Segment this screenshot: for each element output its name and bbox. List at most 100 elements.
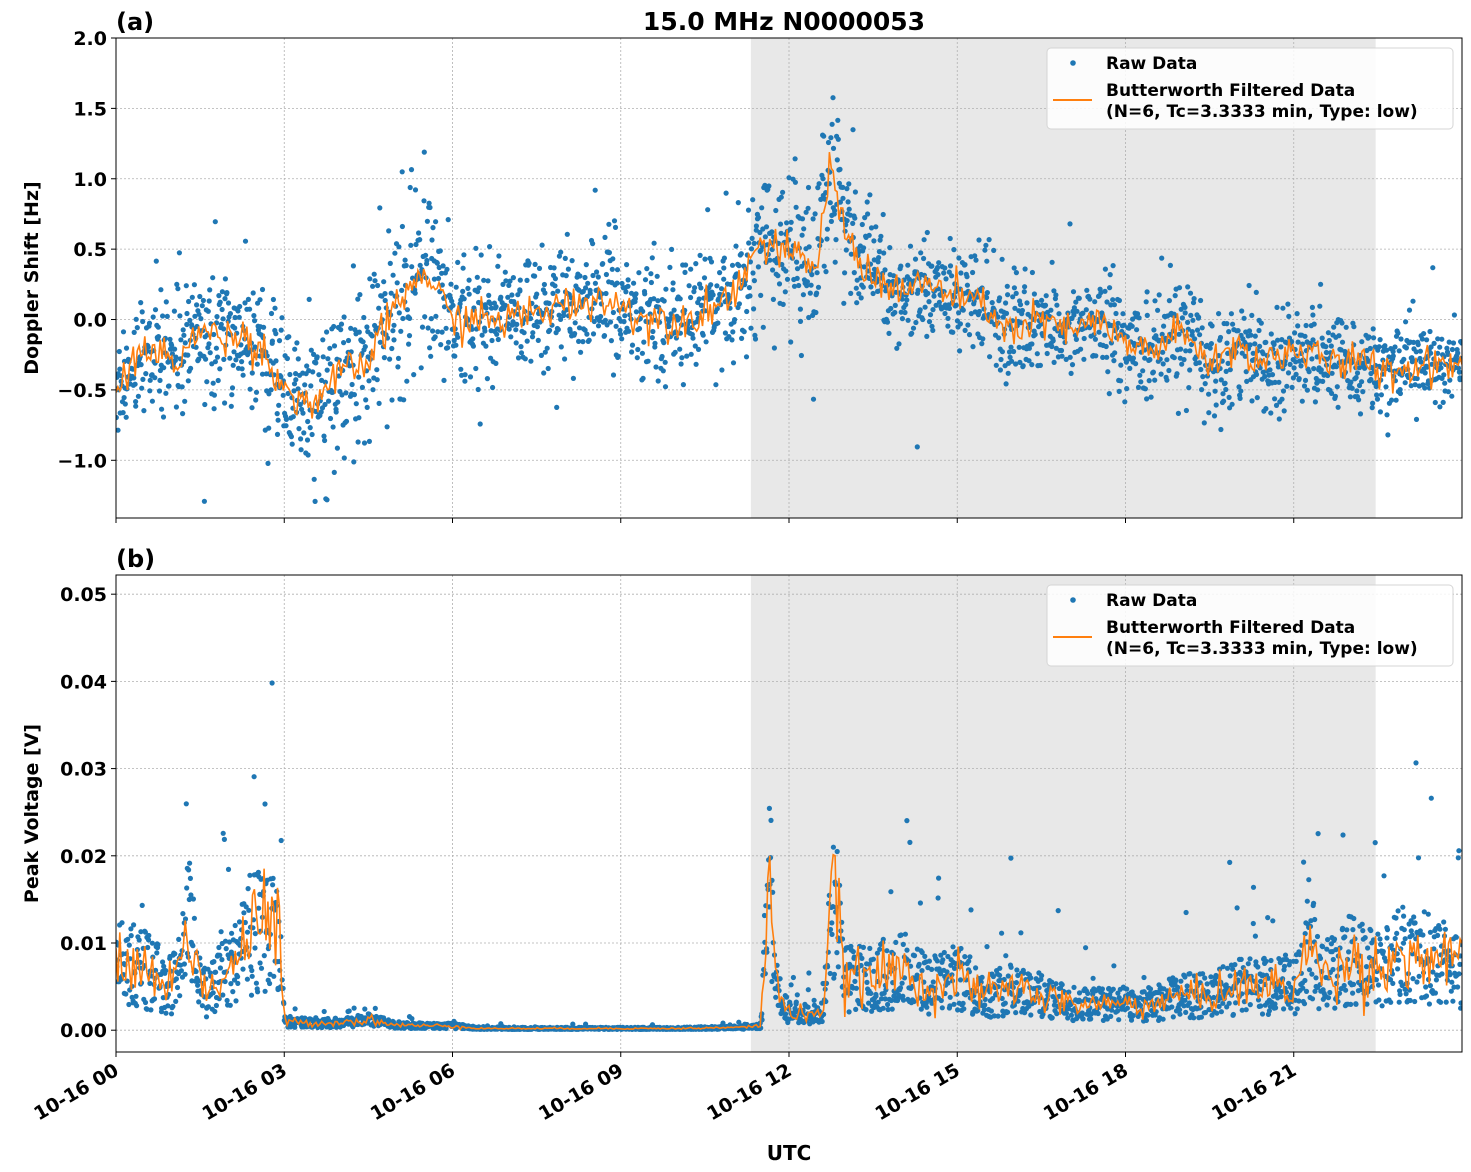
raw-data-point bbox=[425, 325, 431, 331]
raw-data-point bbox=[1185, 319, 1191, 325]
raw-data-point bbox=[984, 294, 990, 301]
raw-data-point bbox=[470, 343, 476, 349]
raw-data-point bbox=[1063, 1010, 1070, 1016]
raw-data-point bbox=[1419, 336, 1425, 342]
raw-data-point bbox=[1418, 359, 1424, 365]
raw-data-point bbox=[227, 311, 233, 317]
raw-data-point bbox=[391, 322, 397, 328]
raw-data-point bbox=[518, 344, 524, 350]
raw-data-point bbox=[1263, 339, 1269, 345]
raw-data-point bbox=[821, 133, 827, 139]
raw-data-point bbox=[1449, 393, 1455, 399]
raw-data-point bbox=[490, 384, 496, 391]
raw-data-point bbox=[1029, 341, 1035, 347]
y-tick-label: −0.5 bbox=[57, 380, 107, 402]
raw-data-point bbox=[147, 377, 153, 383]
raw-data-point bbox=[438, 342, 444, 348]
raw-data-point bbox=[297, 401, 303, 408]
raw-data-point bbox=[961, 1006, 967, 1012]
raw-data-point bbox=[140, 376, 146, 382]
raw-data-point bbox=[1008, 855, 1014, 861]
raw-data-point bbox=[882, 267, 888, 273]
raw-data-point bbox=[266, 425, 272, 431]
raw-data-point bbox=[827, 970, 833, 977]
raw-data-point bbox=[1042, 982, 1048, 988]
raw-data-point bbox=[155, 942, 161, 948]
raw-data-point bbox=[810, 396, 817, 402]
raw-data-point bbox=[1009, 358, 1015, 364]
raw-data-point bbox=[827, 926, 834, 933]
raw-data-point bbox=[1011, 285, 1018, 291]
raw-data-point bbox=[976, 237, 982, 243]
raw-data-point bbox=[587, 290, 593, 296]
raw-data-point bbox=[1362, 365, 1368, 371]
raw-data-point bbox=[1315, 387, 1321, 393]
raw-data-point bbox=[1248, 332, 1254, 338]
raw-data-point bbox=[807, 290, 813, 296]
raw-data-point bbox=[881, 250, 887, 256]
raw-data-point bbox=[1183, 1009, 1189, 1016]
raw-data-point bbox=[825, 139, 832, 146]
raw-data-point bbox=[877, 946, 883, 952]
raw-data-point bbox=[325, 356, 331, 362]
raw-data-point bbox=[233, 998, 239, 1004]
raw-data-point bbox=[840, 184, 846, 190]
raw-data-point bbox=[1013, 290, 1019, 296]
raw-data-point bbox=[1049, 1015, 1055, 1021]
raw-data-point bbox=[1302, 977, 1308, 984]
raw-data-point bbox=[1311, 366, 1317, 372]
raw-data-point bbox=[1377, 409, 1383, 415]
raw-data-point bbox=[1071, 305, 1077, 311]
raw-data-point bbox=[1288, 1005, 1294, 1011]
raw-data-point bbox=[545, 365, 551, 372]
raw-data-point bbox=[255, 989, 261, 995]
raw-data-point bbox=[239, 366, 245, 372]
raw-data-point bbox=[811, 997, 817, 1003]
raw-data-point bbox=[903, 302, 909, 308]
raw-data-point bbox=[1246, 282, 1252, 289]
raw-data-point bbox=[900, 941, 906, 948]
raw-data-point bbox=[926, 958, 933, 964]
raw-data-point bbox=[251, 313, 257, 319]
raw-data-point bbox=[1440, 399, 1446, 405]
raw-data-point bbox=[748, 325, 754, 331]
raw-data-point bbox=[726, 334, 732, 340]
panel-label: (a) bbox=[116, 8, 154, 36]
raw-data-point bbox=[592, 280, 599, 286]
raw-data-point bbox=[602, 317, 609, 323]
raw-data-point bbox=[702, 256, 708, 262]
raw-data-point bbox=[797, 318, 804, 324]
raw-data-point bbox=[370, 283, 376, 289]
raw-data-point bbox=[241, 910, 247, 916]
raw-data-point bbox=[1310, 337, 1316, 343]
raw-data-point bbox=[1284, 383, 1290, 389]
raw-data-point bbox=[919, 949, 925, 956]
raw-data-point bbox=[1013, 361, 1019, 367]
raw-data-point bbox=[1013, 980, 1020, 986]
raw-data-point bbox=[684, 353, 690, 359]
raw-data-point bbox=[215, 377, 221, 384]
raw-data-point bbox=[444, 266, 450, 272]
raw-data-point bbox=[909, 330, 915, 336]
raw-data-point bbox=[182, 916, 189, 922]
raw-data-point bbox=[133, 316, 139, 322]
raw-data-point bbox=[1070, 289, 1077, 295]
raw-data-point bbox=[778, 230, 784, 236]
raw-data-point bbox=[792, 156, 798, 162]
raw-data-point bbox=[1439, 336, 1445, 342]
raw-data-point bbox=[1395, 330, 1401, 336]
raw-data-point bbox=[178, 337, 184, 343]
raw-data-point bbox=[808, 282, 814, 288]
raw-data-point bbox=[407, 184, 413, 191]
raw-data-point bbox=[1237, 395, 1243, 401]
raw-data-point bbox=[182, 340, 188, 346]
raw-data-point bbox=[477, 421, 483, 427]
raw-data-point bbox=[376, 305, 382, 311]
raw-data-point bbox=[1021, 289, 1027, 295]
raw-data-point bbox=[537, 319, 543, 325]
raw-data-point bbox=[450, 302, 456, 308]
raw-data-point bbox=[1224, 321, 1230, 327]
raw-data-point bbox=[626, 328, 632, 334]
raw-data-point bbox=[220, 316, 226, 322]
